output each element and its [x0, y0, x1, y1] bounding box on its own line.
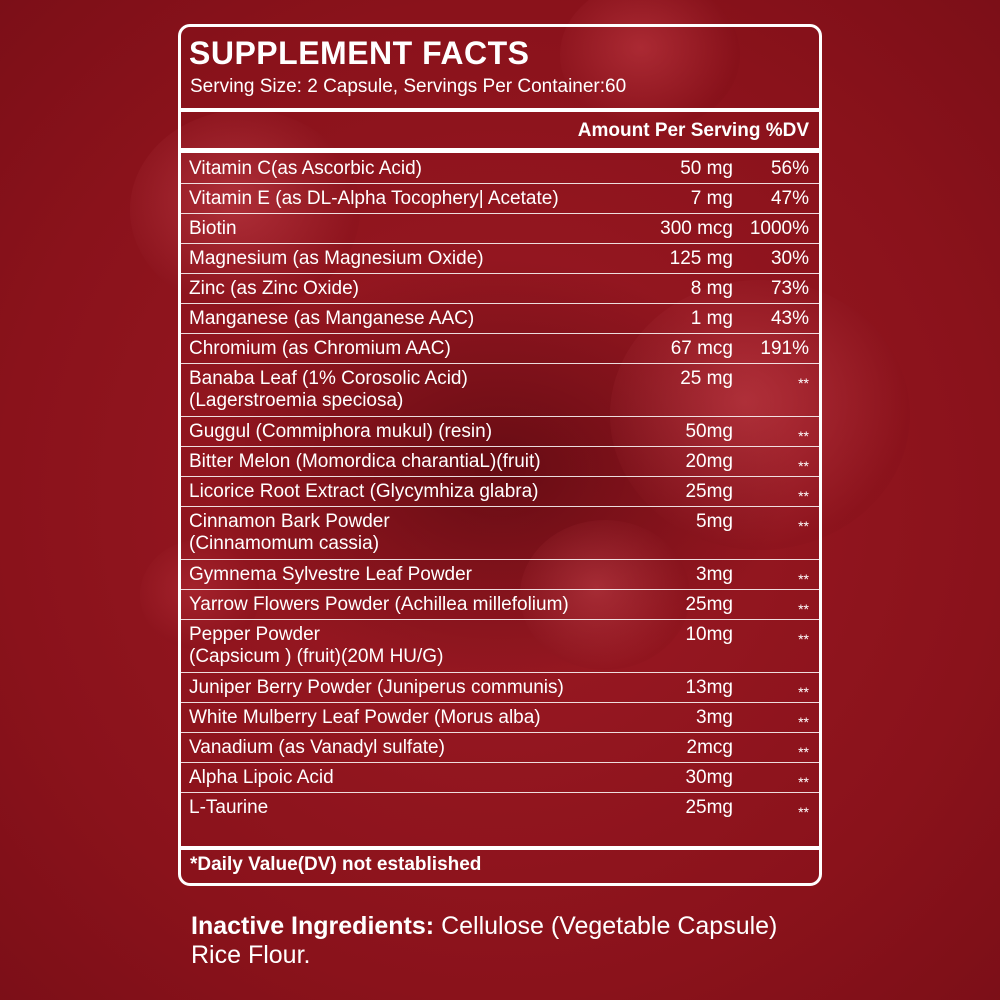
nutrient-row: Biotin 300 mcg 1000% — [181, 214, 819, 244]
nutrient-dv: ** — [798, 375, 809, 391]
nutrient-dv: ** — [798, 518, 809, 534]
nutrient-row: Vanadium (as Vanadyl sulfate) 2mcg ** — [181, 733, 819, 763]
nutrient-amount: 10mg — [685, 624, 733, 645]
inactive-ingredients-label: Inactive Ingredients: — [191, 912, 435, 940]
nutrient-amount: 67 mcg — [670, 338, 733, 359]
nutrient-name: White Mulberry Leaf Powder (Morus alba) — [189, 707, 541, 728]
nutrient-dv: ** — [798, 458, 809, 474]
nutrient-name: Bitter Melon (Momordica charantiaL)(frui… — [189, 451, 541, 472]
nutrient-row: Zinc (as Zinc Oxide) 8 mg 73% — [181, 274, 819, 304]
nutrient-row: White Mulberry Leaf Powder (Morus alba) 3… — [181, 703, 819, 733]
nutrient-row: Banaba Leaf (1% Corosolic Acid) (Lagerst… — [181, 364, 819, 417]
nutrient-row: Cinnamon Bark Powder (Cinnamomum cassia)… — [181, 507, 819, 560]
nutrient-table: Vitamin C(as Ascorbic Acid) 50 mg 56% Vitam… — [181, 154, 819, 822]
nutrient-dv: ** — [798, 744, 809, 760]
nutrient-amount: 25mg — [685, 594, 733, 615]
nutrient-dv: ** — [798, 774, 809, 790]
nutrient-dv: 43% — [770, 308, 809, 329]
nutrient-amount: 50mg — [685, 421, 733, 442]
inactive-ingredients-text: Cellulose (Vegetable Capsule) Rice Flour… — [191, 912, 778, 969]
nutrient-name: Yarrow Flowers Powder (Achillea millefol… — [189, 594, 569, 615]
nutrient-name: Vitamin E (as DL-Alpha Tocophery| Acetat… — [189, 188, 559, 209]
nutrient-amount: 2mcg — [686, 737, 733, 758]
nutrient-dv: 73% — [770, 278, 809, 299]
nutrient-dv: 1000% — [749, 218, 809, 239]
nutrient-name: Chromium (as Chromium AAC) — [189, 338, 451, 359]
nutrient-name: Alpha Lipoic Acid — [189, 767, 334, 788]
nutrient-amount: 13mg — [685, 677, 733, 698]
nutrient-amount: 1 mg — [690, 308, 733, 329]
serving-info: Serving Size: 2 Capsule, Servings Per Co… — [190, 76, 627, 97]
inactive-ingredients: Inactive Ingredients: Cellulose (Vegetab… — [191, 912, 831, 970]
nutrient-row: Vitamin C(as Ascorbic Acid) 50 mg 56% — [181, 154, 819, 184]
nutrient-name: Guggul (Commiphora mukul) (resin) — [189, 421, 493, 442]
nutrient-dv: 30% — [770, 248, 809, 269]
nutrient-name: Banaba Leaf (1% Corosolic Acid) (Lagerst… — [189, 368, 468, 411]
nutrient-amount: 30mg — [685, 767, 733, 788]
nutrient-name: Magnesium (as Magnesium Oxide) — [189, 248, 484, 269]
nutrient-amount: 20mg — [685, 451, 733, 472]
nutrient-amount: 25mg — [685, 797, 733, 818]
nutrient-row: Yarrow Flowers Powder (Achillea millefol… — [181, 590, 819, 620]
nutrient-row: Guggul (Commiphora mukul) (resin) 50mg ** — [181, 417, 819, 447]
nutrient-amount: 5mg — [696, 511, 733, 532]
nutrient-amount: 125 mg — [669, 248, 733, 269]
nutrient-name: L-Taurine — [189, 797, 269, 818]
nutrient-row: Pepper Powder (Capsicum ) (fruit)(20M HU… — [181, 620, 819, 673]
panel-title: SUPPLEMENT FACTS — [189, 35, 530, 71]
nutrient-name: Licorice Root Extract (Glycymhiza glabra… — [189, 481, 539, 502]
nutrient-name: Gymnema Sylvestre Leaf Powder — [189, 564, 473, 585]
supplement-facts-panel: SUPPLEMENT FACTS Serving Size: 2 Capsule… — [178, 24, 822, 886]
nutrient-dv: ** — [798, 714, 809, 730]
nutrient-dv: ** — [798, 601, 809, 617]
nutrient-amount: 7 mg — [690, 188, 733, 209]
dv-footnote: *Daily Value(DV) not established — [190, 854, 482, 875]
nutrient-dv: ** — [798, 571, 809, 587]
nutrient-amount: 8 mg — [690, 278, 733, 299]
nutrient-name: Manganese (as Manganese AAC) — [189, 308, 475, 329]
nutrient-row: Licorice Root Extract (Glycymhiza glabra… — [181, 477, 819, 507]
nutrient-row: Magnesium (as Magnesium Oxide) 125 mg 30% — [181, 244, 819, 274]
nutrient-dv: ** — [798, 684, 809, 700]
nutrient-name: Biotin — [189, 218, 237, 239]
thick-divider — [181, 108, 819, 112]
nutrient-name: Vitamin C(as Ascorbic Acid) — [189, 158, 423, 179]
nutrient-row: L-Taurine 25mg ** — [181, 793, 819, 822]
thick-divider — [181, 148, 819, 153]
nutrient-amount: 25mg — [685, 481, 733, 502]
nutrient-amount: 25 mg — [680, 368, 733, 389]
nutrient-name: Juniper Berry Powder (Juniperus communis… — [189, 677, 564, 698]
nutrient-dv: 47% — [770, 188, 809, 209]
nutrient-name: Vanadium (as Vanadyl sulfate) — [189, 737, 445, 758]
nutrient-amount: 3mg — [696, 707, 733, 728]
nutrient-row: Vitamin E (as DL-Alpha Tocophery| Acetat… — [181, 184, 819, 214]
amount-per-serving-header: Amount Per Serving %DV — [577, 120, 809, 141]
nutrient-dv: ** — [798, 631, 809, 647]
thick-divider — [181, 846, 819, 850]
nutrient-row: Chromium (as Chromium AAC) 67 mcg 191% — [181, 334, 819, 364]
nutrient-row: Bitter Melon (Momordica charantiaL)(frui… — [181, 447, 819, 477]
nutrient-row: Gymnema Sylvestre Leaf Powder 3mg ** — [181, 560, 819, 590]
nutrient-dv: ** — [798, 428, 809, 444]
nutrient-row: Juniper Berry Powder (Juniperus communis… — [181, 673, 819, 703]
nutrient-amount: 3mg — [696, 564, 733, 585]
nutrient-amount: 300 mcg — [660, 218, 733, 239]
nutrient-dv: ** — [798, 804, 809, 820]
nutrient-dv: 56% — [770, 158, 809, 179]
nutrient-row: Alpha Lipoic Acid 30mg ** — [181, 763, 819, 793]
nutrient-dv: ** — [798, 488, 809, 504]
nutrient-name: Zinc (as Zinc Oxide) — [189, 278, 359, 299]
nutrient-dv: 191% — [760, 338, 809, 359]
nutrient-amount: 50 mg — [680, 158, 733, 179]
nutrient-row: Manganese (as Manganese AAC) 1 mg 43% — [181, 304, 819, 334]
nutrient-name: Pepper Powder (Capsicum ) (fruit)(20M HU… — [189, 624, 444, 667]
nutrient-name: Cinnamon Bark Powder (Cinnamomum cassia) — [189, 511, 390, 554]
